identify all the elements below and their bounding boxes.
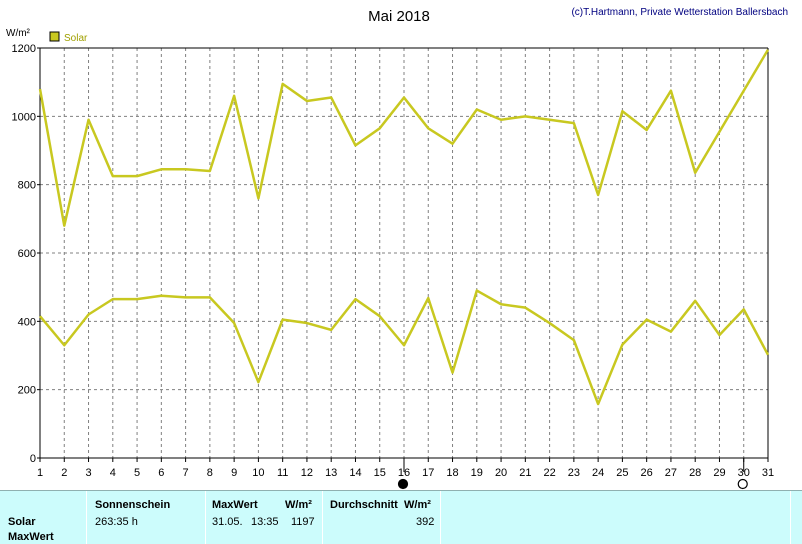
- max-unit: W/m²: [285, 499, 312, 511]
- y-tick-label: 0: [30, 453, 36, 465]
- x-tick-label: 19: [471, 467, 483, 479]
- avg-unit: W/m²: [404, 499, 431, 511]
- sunshine-value: 263:35 h: [95, 516, 138, 528]
- x-tick-label: 31: [762, 467, 774, 479]
- avg-value: 392: [416, 516, 435, 528]
- x-tick-label: 9: [231, 467, 237, 479]
- chart-grid: [39, 47, 769, 459]
- max-value: 1197: [291, 516, 315, 528]
- y-tick-label: 400: [18, 316, 36, 328]
- x-tick-label: 26: [641, 467, 653, 479]
- x-tick-label: 27: [665, 467, 677, 479]
- max-header: MaxWert: [212, 499, 258, 511]
- x-tick-label: 14: [349, 467, 361, 479]
- x-axis-tick-labels: 1 2 3 4 5 6 7 8 9 10 11 12 13 14 15 16 17 18 19 20 21 22 23 24 2…: [37, 458, 774, 479]
- stats-row-label-maxwert: MaxWert: [8, 531, 54, 543]
- x-tick-label: 30: [738, 467, 750, 479]
- x-tick-label: 16: [398, 467, 410, 479]
- x-tick-label: 11: [277, 467, 288, 479]
- max-time: 13:35: [251, 516, 279, 528]
- chart-series: [38, 49, 770, 406]
- y-tick-label: 1200: [12, 43, 36, 55]
- x-tick-label: 22: [543, 467, 555, 479]
- full-moon-icon: [397, 478, 409, 490]
- series-line-secondary: [39, 289, 770, 406]
- x-tick-label: 20: [495, 467, 507, 479]
- y-axis-unit: W/m²: [6, 28, 31, 39]
- moon-markers: [397, 458, 748, 490]
- x-tick-label: 17: [422, 467, 434, 479]
- stats-row-label-solar: Solar: [8, 516, 36, 528]
- x-tick-label: 21: [519, 467, 531, 479]
- x-tick-label: 23: [568, 467, 580, 479]
- y-axis-tick-labels: 0 200 400 600 800 1000 1200: [12, 43, 40, 465]
- x-tick-label: 4: [110, 467, 116, 479]
- x-tick-label: 13: [325, 467, 337, 479]
- x-tick-label: 7: [183, 467, 189, 479]
- legend-swatch: [49, 31, 60, 42]
- x-tick-label: 5: [134, 467, 140, 479]
- max-date: 31.05.: [212, 516, 243, 528]
- x-tick-label: 15: [374, 467, 386, 479]
- x-tick-label: 25: [616, 467, 628, 479]
- x-tick-label: 24: [592, 467, 604, 479]
- x-tick-label: 3: [85, 467, 91, 479]
- y-tick-label: 1000: [12, 111, 36, 123]
- statistics-panel: Solar MaxWert Sonnenschein 263:35 h MaxW…: [0, 490, 802, 544]
- sunshine-header: Sonnenschein: [95, 499, 171, 511]
- x-tick-label: 8: [207, 467, 213, 479]
- y-tick-label: 200: [18, 385, 36, 397]
- x-tick-label: 2: [61, 467, 67, 479]
- avg-header: Durchschnitt: [330, 499, 398, 511]
- x-tick-label: 10: [252, 467, 264, 479]
- x-tick-label: 18: [446, 467, 458, 479]
- x-tick-label: 12: [301, 467, 313, 479]
- copyright-note: (c)T.Hartmann, Private Wetterstation Bal…: [571, 7, 788, 18]
- y-tick-label: 600: [18, 248, 36, 260]
- x-tick-label: 6: [158, 467, 164, 479]
- legend-label: Solar: [64, 33, 88, 44]
- chart-title: Mai 2018: [368, 8, 430, 25]
- series-line-solar: [38, 49, 770, 227]
- new-moon-icon: [737, 478, 748, 490]
- x-tick-label: 29: [713, 467, 725, 479]
- x-tick-label: 28: [689, 467, 701, 479]
- y-tick-label: 800: [18, 180, 36, 192]
- x-tick-label: 1: [37, 467, 43, 479]
